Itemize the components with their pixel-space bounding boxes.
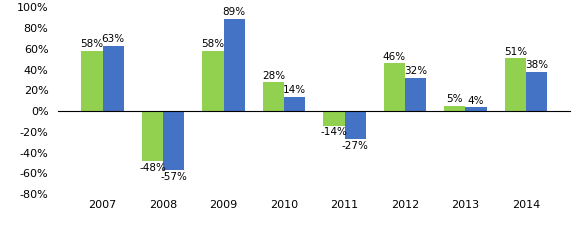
Text: 14%: 14% [283, 85, 306, 95]
Bar [324, 111, 345, 126]
Text: 46%: 46% [383, 52, 406, 62]
Text: 58%: 58% [201, 40, 225, 50]
Text: 51%: 51% [504, 47, 527, 57]
Text: 2008: 2008 [149, 200, 178, 210]
Text: 2013: 2013 [452, 200, 480, 210]
Text: -27%: -27% [342, 141, 368, 151]
Bar [505, 58, 526, 111]
Bar [142, 111, 163, 161]
Bar [405, 78, 426, 111]
Bar [81, 51, 102, 111]
Text: 2014: 2014 [512, 200, 540, 210]
Bar [102, 46, 124, 111]
Text: 89%: 89% [222, 7, 246, 17]
Text: 2009: 2009 [210, 200, 237, 210]
Bar [223, 19, 245, 111]
Text: 2010: 2010 [270, 200, 298, 210]
Text: -14%: -14% [321, 127, 347, 137]
Bar [384, 63, 405, 111]
Bar [526, 72, 547, 111]
Bar [163, 111, 184, 170]
Bar [203, 51, 223, 111]
Text: 38%: 38% [525, 60, 548, 70]
Text: 63%: 63% [102, 34, 125, 44]
Text: 2012: 2012 [391, 200, 419, 210]
Text: 32%: 32% [404, 66, 427, 76]
Text: 2011: 2011 [331, 200, 359, 210]
Text: 58%: 58% [80, 40, 104, 50]
Bar [284, 97, 305, 111]
Text: 28%: 28% [262, 71, 285, 81]
Text: 2007: 2007 [88, 200, 117, 210]
Bar [345, 111, 365, 139]
Bar [263, 82, 284, 111]
Bar [466, 107, 487, 111]
Text: 4%: 4% [468, 96, 484, 106]
Text: -57%: -57% [160, 172, 187, 182]
Text: -48%: -48% [139, 163, 166, 173]
Text: 5%: 5% [446, 94, 463, 105]
Bar [444, 106, 466, 111]
